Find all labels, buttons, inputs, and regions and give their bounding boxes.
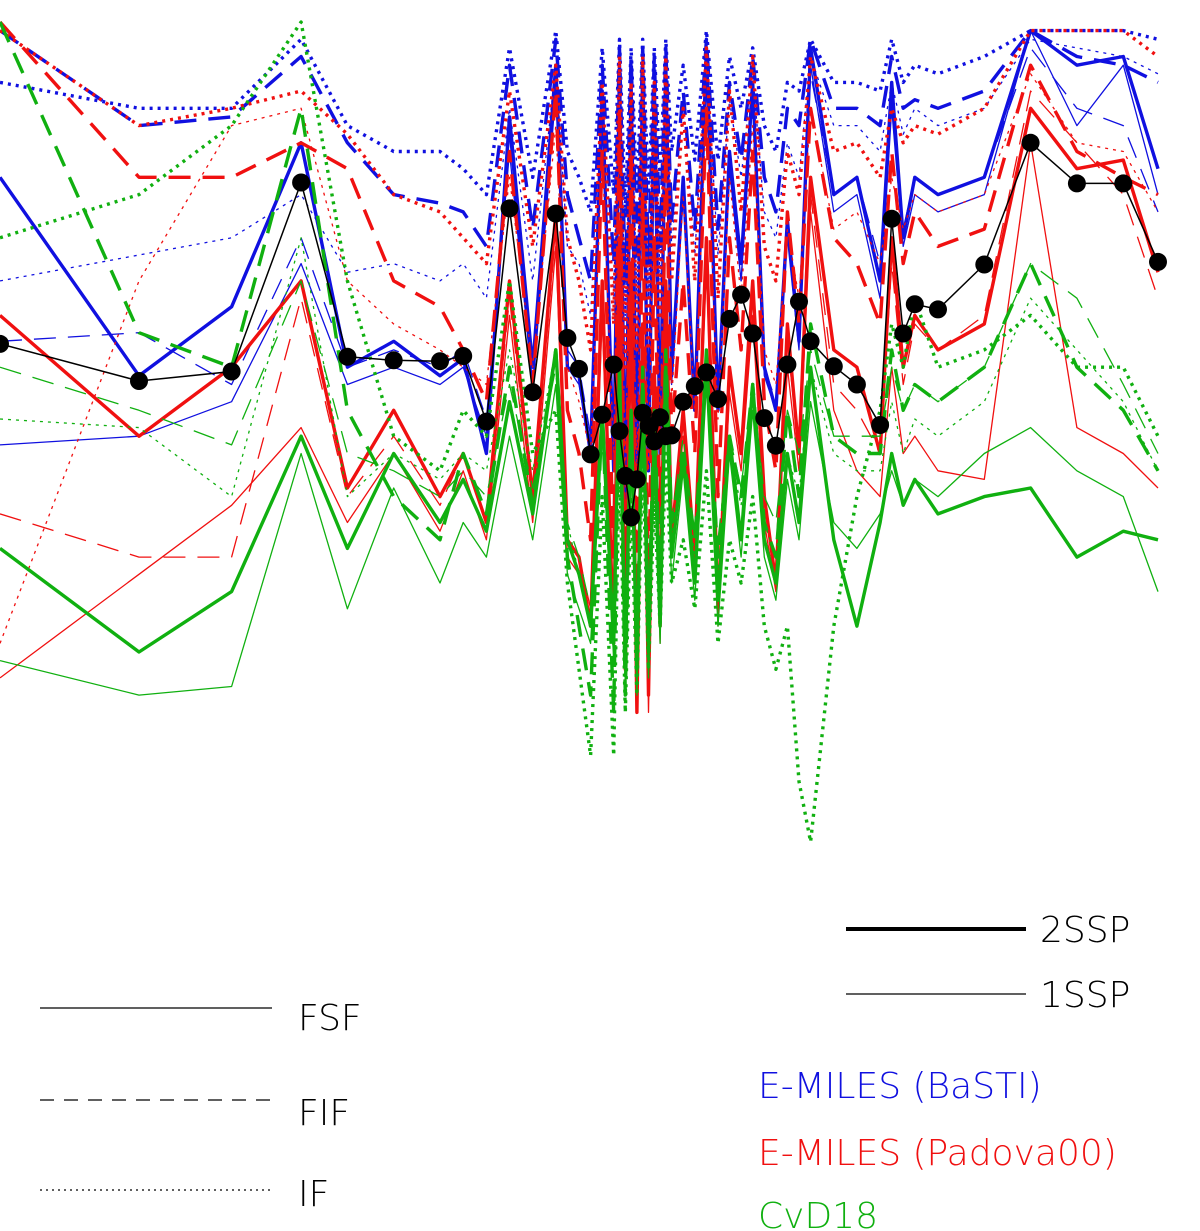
measured-point [454, 347, 473, 365]
measured-point [604, 355, 623, 374]
measured-point [651, 408, 670, 427]
measured-point [292, 173, 311, 192]
measured-point [1067, 174, 1086, 193]
measured-point [674, 392, 693, 411]
measured-point [929, 300, 947, 319]
measured-point [546, 204, 565, 223]
measured-point [755, 409, 774, 428]
plot-area [0, 20, 1160, 844]
series-line-cvd18-if-2ssp [0, 20, 1160, 844]
series-line-e-miles-padova00-if-1ssp [0, 73, 1159, 644]
measured-point [685, 377, 704, 396]
measured-point [431, 352, 449, 371]
measured-point [709, 390, 727, 409]
measured-point [847, 375, 866, 394]
series-line-e-miles-padova00-fif-1ssp [0, 90, 1159, 696]
series-line-e-miles-basti-fif-2ssp [0, 28, 1159, 283]
measured-series [0, 133, 1167, 527]
measured-point [338, 347, 357, 366]
measured-point [622, 508, 641, 527]
measured-point [905, 295, 924, 314]
legend-label-2ssp: 2SSP [1040, 910, 1130, 951]
measured-point [743, 324, 762, 343]
measured-point [384, 351, 403, 370]
measured-line [0, 141, 1159, 518]
measured-point [871, 416, 890, 434]
measured-point [824, 357, 843, 376]
measured-point [882, 209, 901, 228]
series-line-e-miles-basti-if-2ssp [0, 28, 1159, 214]
measured-point [0, 334, 9, 353]
measured-point [801, 332, 820, 351]
measured-point [610, 422, 629, 441]
measured-point [778, 355, 797, 374]
legend-label-1ssp: 1SSP [1040, 975, 1130, 1016]
legend-label-if: IF [298, 1174, 329, 1215]
measured-point [130, 372, 148, 390]
legend-label-fsf: FSF [298, 998, 362, 1039]
measured-point [1149, 252, 1167, 271]
series-line-cvd18-fsf-1ssp [0, 383, 1159, 696]
legend-label-cvd18: CvD18 [758, 1196, 878, 1231]
series-line-e-miles-padova00-if-2ssp [0, 28, 1160, 369]
measured-point [570, 359, 588, 378]
measured-point [790, 292, 808, 311]
legend-label-emiles-basti: E-MILES (BaSTI) [758, 1066, 1042, 1107]
measured-point [1114, 174, 1133, 193]
series-line-e-miles-padova00-fif-2ssp [0, 20, 1159, 628]
measured-point [766, 436, 785, 455]
measured-point [581, 445, 600, 464]
measured-point [477, 412, 496, 431]
measured-point [627, 470, 646, 489]
legend: 2SSP 1SSP FSF FIF IF E-MILES (BaSTI) E-M… [40, 910, 1130, 1231]
measured-point [222, 362, 241, 381]
measured-point [500, 199, 519, 218]
series-line-e-miles-basti-if-1ssp [0, 38, 1159, 317]
measured-point [720, 309, 739, 328]
measured-point [558, 328, 577, 347]
legend-label-emiles-padova: E-MILES (Padova00) [758, 1133, 1117, 1174]
measured-point [975, 255, 994, 274]
measured-point [1021, 133, 1040, 152]
measured-point [894, 324, 913, 343]
measured-point [697, 363, 716, 382]
measured-point [732, 285, 751, 304]
legend-label-fif: FIF [298, 1093, 350, 1134]
measured-point [523, 383, 542, 402]
measured-point [593, 405, 612, 424]
measured-point [662, 426, 681, 445]
series-line-cvd18-if-1ssp [0, 237, 1159, 645]
series-line-e-miles-padova00-fsf-2ssp [0, 106, 1160, 715]
series-line-cvd18-fif-2ssp [0, 21, 1160, 715]
